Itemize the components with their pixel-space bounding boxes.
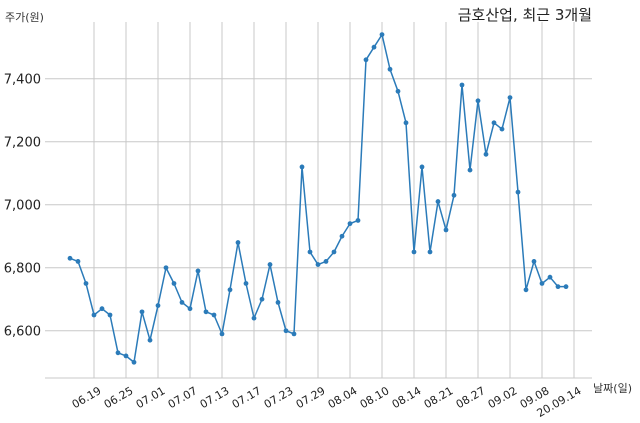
y-tick-label: 6,600: [4, 325, 41, 340]
data-point: [275, 299, 281, 305]
x-tick-label: 07.17: [230, 384, 264, 411]
data-point: [507, 95, 513, 101]
data-point: [75, 259, 81, 264]
x-axis-label: 날짜(일): [593, 382, 632, 395]
data-point: [131, 359, 137, 365]
data-point: [339, 233, 345, 239]
data-point: [435, 199, 441, 204]
data-point: [155, 303, 161, 308]
data-point: [195, 268, 201, 274]
data-point: [67, 255, 73, 261]
data-point: [499, 126, 505, 132]
x-tick-label: 08.04: [326, 384, 360, 411]
chart-title: 금호산업, 최근 3개월: [457, 6, 592, 24]
data-point: [251, 315, 257, 321]
data-point: [83, 281, 89, 286]
data-point: [171, 281, 177, 286]
data-point: [475, 98, 481, 104]
data-point: [395, 88, 401, 94]
data-point: [363, 57, 369, 63]
x-tick-labels: 06.1906.2507.0107.0707.1307.1707.2307.29…: [70, 384, 584, 420]
x-tick-label: 06.19: [70, 384, 104, 411]
data-point: [323, 259, 329, 264]
data-point: [235, 240, 241, 245]
x-tick-label: 06.25: [102, 384, 136, 411]
data-point: [299, 164, 305, 170]
data-point: [187, 306, 193, 312]
data-point: [227, 287, 233, 293]
data-point: [107, 312, 113, 318]
y-tick-label: 7,000: [4, 199, 41, 214]
x-tick-label: 07.07: [166, 384, 200, 411]
y-axis-label: 주가(원): [5, 11, 44, 24]
data-point: [539, 281, 545, 286]
y-tick-labels: 6,600 6,800 7,000 7,200 7,400: [4, 73, 41, 340]
data-point: [115, 350, 121, 356]
data-point: [547, 274, 553, 280]
data-point: [147, 337, 153, 343]
y-tick-label: 7,400: [4, 73, 41, 88]
data-point: [427, 249, 433, 255]
y-gridlines: [45, 78, 592, 332]
x-tick-label: 09.02: [486, 384, 520, 411]
data-point: [483, 151, 489, 157]
data-point: [331, 249, 337, 255]
data-point: [411, 249, 417, 255]
data-point: [563, 284, 569, 290]
data-point: [355, 218, 361, 223]
data-point: [419, 164, 425, 170]
data-point: [179, 299, 185, 305]
data-point: [459, 82, 465, 88]
data-point: [315, 262, 321, 267]
data-point: [291, 331, 297, 337]
data-point: [451, 192, 457, 198]
data-point: [491, 120, 497, 126]
data-point: [163, 265, 169, 271]
data-point: [379, 32, 385, 38]
data-point: [307, 249, 313, 255]
data-point: [139, 309, 145, 315]
x-gridlines: [93, 22, 575, 378]
data-point: [211, 312, 217, 318]
data-point: [91, 312, 97, 318]
series-group: [67, 32, 569, 365]
data-point: [531, 259, 537, 264]
x-tick-label: 07.23: [262, 384, 296, 411]
y-tick-label: 6,800: [4, 262, 41, 277]
x-tick-label: 08.10: [358, 384, 392, 411]
data-point: [203, 309, 209, 315]
data-point: [259, 296, 265, 302]
x-tick-label: 07.01: [134, 384, 168, 411]
data-point: [243, 281, 249, 286]
data-point: [443, 227, 449, 233]
data-point: [371, 44, 377, 50]
data-point: [515, 189, 521, 195]
data-point: [467, 167, 473, 173]
x-tick-label: 08.27: [454, 384, 488, 411]
x-tick-label: 07.13: [198, 384, 232, 411]
data-point: [99, 306, 105, 312]
data-point: [283, 328, 289, 334]
data-point: [387, 66, 393, 72]
x-tick-label: 08.14: [390, 384, 424, 411]
y-tick-label: 7,200: [4, 136, 41, 151]
data-point: [347, 221, 353, 227]
data-point: [267, 262, 273, 267]
x-tick-label: 07.29: [294, 384, 328, 411]
data-point: [403, 120, 409, 126]
data-point: [555, 284, 561, 290]
data-point: [219, 331, 225, 337]
data-point: [523, 287, 529, 293]
data-point: [123, 353, 129, 359]
x-tick-label: 08.21: [422, 384, 456, 411]
